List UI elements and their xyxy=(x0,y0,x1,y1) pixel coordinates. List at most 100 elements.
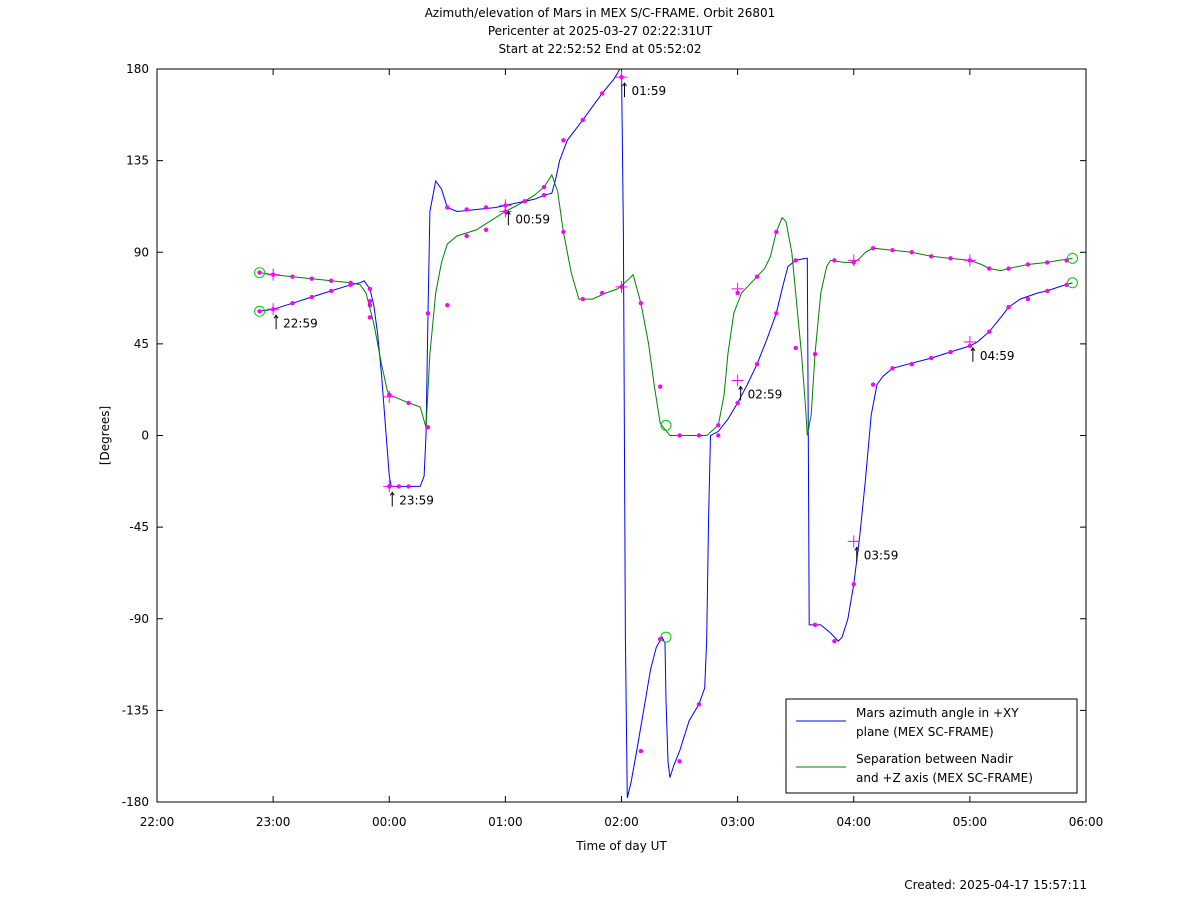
data-point xyxy=(290,300,295,306)
data-point xyxy=(367,298,373,304)
y-tick-label: 135 xyxy=(126,154,149,168)
x-tick-label: 05:00 xyxy=(953,815,988,829)
data-point xyxy=(909,250,915,255)
data-point xyxy=(677,759,682,764)
hour-marker xyxy=(499,205,512,218)
data-point xyxy=(290,274,295,279)
data-point xyxy=(890,366,895,371)
time-annotation: 03:59 xyxy=(854,546,899,562)
data-point xyxy=(257,270,262,275)
x-tick-label: 00:00 xyxy=(372,815,407,829)
y-tick-labels: 180 135 90 45 0 -45 -90 -135 -180 xyxy=(122,62,149,809)
data-point xyxy=(716,433,721,438)
x-tick-label: 01:00 xyxy=(488,815,523,829)
data-point xyxy=(367,286,373,292)
x-axis-label: Time of day UT xyxy=(575,839,667,853)
hour-marker xyxy=(267,268,280,281)
legend-label: plane (MEX SC-FRAME) xyxy=(856,725,994,739)
data-point xyxy=(987,329,992,334)
annotation-label: 22:59 xyxy=(283,316,318,330)
data-point xyxy=(396,484,402,489)
y-tick-label: 180 xyxy=(126,62,149,76)
data-point xyxy=(464,207,469,212)
x-tick-labels: 22:00 23:00 00:00 01:00 02:00 03:00 04:00 05:00… xyxy=(140,815,1104,829)
data-point xyxy=(406,400,411,406)
legend-box xyxy=(785,698,1078,794)
data-point xyxy=(832,258,837,263)
annotation-arrowhead xyxy=(389,491,395,496)
data-point xyxy=(870,382,876,387)
hour-marker xyxy=(731,374,744,387)
annotations: 22:59 23:59 00:59 01:59 02:59 03:59 04:59 xyxy=(273,82,1014,562)
series-line xyxy=(259,68,1073,799)
hour-marker xyxy=(267,303,280,316)
title-line: Azimuth/elevation of Mars in MEX S/C-FRA… xyxy=(425,6,776,20)
data-point xyxy=(1045,260,1050,265)
annotation-label: 01:59 xyxy=(632,84,667,98)
annotation-arrowhead xyxy=(738,385,744,390)
data-point xyxy=(1045,288,1050,294)
annotation-arrowhead xyxy=(854,546,860,551)
data-point xyxy=(1025,262,1031,267)
data-point xyxy=(890,248,895,253)
hour-marker xyxy=(383,480,396,493)
y-tick-label: -135 xyxy=(122,703,149,717)
legend-label: Mars azimuth angle in +XY xyxy=(856,706,1019,720)
y-tick-label: -180 xyxy=(122,795,149,809)
annotation-label: 23:59 xyxy=(399,493,434,507)
data-point xyxy=(464,233,469,239)
data-point xyxy=(735,400,740,406)
hour-marker xyxy=(847,535,860,548)
x-tick-label: 22:00 xyxy=(140,815,175,829)
data-point xyxy=(406,484,411,489)
data-point xyxy=(580,296,585,302)
data-point xyxy=(677,433,682,438)
data-point xyxy=(522,199,527,204)
series-layer xyxy=(254,68,1078,799)
data-point xyxy=(832,638,837,644)
annotation-label: 02:59 xyxy=(748,388,783,402)
data-point xyxy=(638,748,644,754)
annotation-arrowhead xyxy=(622,82,627,87)
y-tick-label: -45 xyxy=(129,520,149,534)
legend-entry-1: Mars azimuth angle in +XY plane (MEX SC-F… xyxy=(796,706,1019,739)
title-line: Pericenter at 2025-03-27 02:22:31UT xyxy=(488,24,713,38)
data-point xyxy=(774,311,779,316)
hour-marker xyxy=(615,280,628,293)
annotation-label: 00:59 xyxy=(515,212,550,226)
hour-marker xyxy=(615,71,628,84)
endpoint-circle xyxy=(254,305,266,317)
data-point xyxy=(1025,296,1031,302)
data-point xyxy=(328,278,334,283)
legend-label: Separation between Nadir xyxy=(856,752,1013,766)
time-annotation: 01:59 xyxy=(622,82,667,98)
hour-marker xyxy=(847,254,860,267)
legend-label: and +Z axis (MEX SC-FRAME) xyxy=(856,771,1033,785)
data-point xyxy=(812,351,818,357)
time-annotation: 00:59 xyxy=(505,210,550,226)
data-point xyxy=(987,266,992,271)
annotation-arrowhead xyxy=(970,346,976,352)
time-annotation: 23:59 xyxy=(389,491,434,507)
time-annotation: 04:59 xyxy=(970,346,1014,363)
title-line: Start at 22:52:52 End at 05:52:02 xyxy=(498,42,701,56)
endpoint-circle xyxy=(1066,277,1078,289)
data-point xyxy=(909,362,915,367)
data-point xyxy=(541,193,547,198)
endpoint-circle xyxy=(1066,252,1078,264)
endpoint-circle xyxy=(660,419,672,431)
data-point xyxy=(870,245,876,251)
data-point xyxy=(716,423,721,428)
hour-marker xyxy=(963,254,976,267)
annotation-label: 03:59 xyxy=(864,548,899,562)
endpoint-circle xyxy=(254,267,266,279)
plot-frame xyxy=(156,68,1087,803)
data-point xyxy=(425,425,431,430)
data-point xyxy=(948,256,953,261)
y-tick-label: 0 xyxy=(141,429,149,443)
data-point xyxy=(541,184,547,190)
x-tick-label: 06:00 xyxy=(1069,815,1104,829)
data-point xyxy=(774,229,779,235)
data-point xyxy=(1006,266,1011,271)
hour-marker xyxy=(731,282,744,295)
